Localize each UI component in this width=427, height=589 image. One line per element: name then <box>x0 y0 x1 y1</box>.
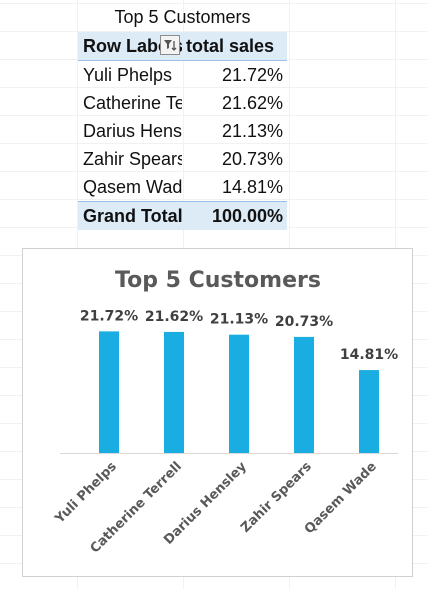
pivot-row[interactable]: Darius Hensley 21.13% <box>78 117 287 145</box>
customer-share: 14.81% <box>221 177 283 197</box>
grand-total-row[interactable]: Grand Total 100.00% <box>78 201 287 230</box>
bar[interactable] <box>294 336 314 453</box>
pivot-row[interactable]: Yuli Phelps 21.72% <box>78 61 287 89</box>
customer-share: 21.72% <box>221 65 283 85</box>
pivot-row[interactable]: Catherine Terrell 21.62% <box>78 89 287 117</box>
chart-canvas: Top 5 Customers 21.72%Yuli Phelps21.62%C… <box>52 268 398 557</box>
customer-share: 21.62% <box>221 93 283 113</box>
pivot-header-row: Row Labels total sales <box>78 32 287 61</box>
customer-share: 20.73% <box>221 149 283 169</box>
bar[interactable] <box>164 331 184 453</box>
row-labels-header[interactable]: Row Labels <box>83 36 182 56</box>
data-label: 14.81% <box>340 347 398 363</box>
pivot-table: Top 5 Customers Row Labels total sales Y… <box>78 3 287 230</box>
bar-chart[interactable]: Top 5 Customers 21.72% Yuli Phelps 21.62% C… <box>22 248 413 577</box>
data-label: 21.13% <box>210 312 268 328</box>
chart-title: Top 5 Customers <box>115 268 321 293</box>
customer-name: Qasem Wade <box>83 177 182 197</box>
pivot-row[interactable]: Qasem Wade 14.81% <box>78 173 287 201</box>
data-label: 21.62% <box>145 309 203 325</box>
customer-name: Darius Hensley <box>83 121 182 141</box>
customer-name: Zahir Spears <box>83 149 182 169</box>
grand-total-value: 100.00% <box>211 206 283 226</box>
bar[interactable] <box>229 334 249 453</box>
customer-name: Catherine Terrell <box>83 93 182 113</box>
bar[interactable] <box>359 370 379 453</box>
data-label: 21.72% <box>80 308 138 324</box>
bar[interactable] <box>99 331 119 453</box>
pivot-title: Top 5 Customers <box>114 7 251 27</box>
customer-share: 21.13% <box>221 121 283 141</box>
total-sales-header[interactable]: total sales <box>186 36 275 56</box>
category-label: Yuli Phelps <box>52 459 120 527</box>
data-label: 20.73% <box>275 314 333 330</box>
grand-total-label: Grand Total <box>83 206 182 226</box>
customer-name: Yuli Phelps <box>83 65 173 85</box>
filter-sort-icon[interactable] <box>160 35 180 55</box>
pivot-row[interactable]: Zahir Spears 20.73% <box>78 145 287 173</box>
